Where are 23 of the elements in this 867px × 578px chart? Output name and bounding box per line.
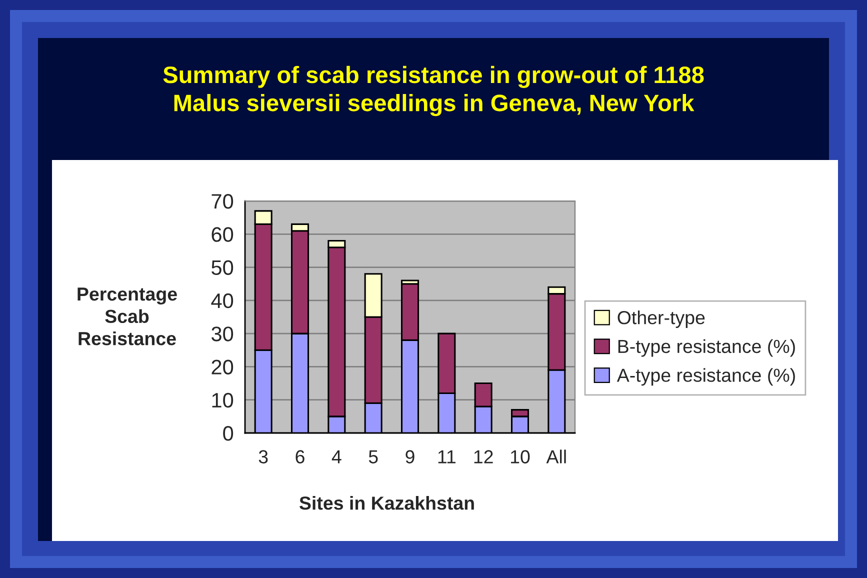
y-axis-title: Percentage Scab Resistance bbox=[78, 288, 177, 346]
x-tick-label: 3 bbox=[258, 450, 268, 464]
y-tick-label: 40 bbox=[211, 293, 234, 308]
x-tick-label: All bbox=[546, 450, 566, 464]
x-tick-label: 5 bbox=[368, 450, 378, 464]
y-tick-label: 30 bbox=[212, 326, 234, 342]
legend-label: Other-type bbox=[618, 310, 705, 328]
x-axis-title: Sites in Kazakhstan bbox=[299, 496, 474, 510]
y-tick-label: 60 bbox=[212, 227, 234, 242]
x-tick-label: 12 bbox=[474, 450, 493, 464]
legend-label: A-type resistance (%) bbox=[616, 368, 795, 386]
x-tick-label: 4 bbox=[332, 450, 342, 464]
y-tick-label: 20 bbox=[212, 360, 234, 374]
x-tick-label: 9 bbox=[406, 450, 414, 464]
legend-label: B-type resistance (%) bbox=[618, 339, 795, 357]
y-tick-label: 50 bbox=[212, 260, 234, 276]
x-tick-label: 6 bbox=[296, 450, 304, 464]
y-tick-label: 10 bbox=[212, 392, 234, 408]
y-tick-label: 70 bbox=[212, 194, 234, 209]
x-tick-label: 10 bbox=[511, 450, 530, 464]
chart-title: Summary of scab resistance in grow-out of 1188 Malus sieversii seedlings in Geneva, New York bbox=[163, 66, 704, 116]
y-tick-label: 0 bbox=[223, 426, 234, 441]
x-tick-label: 11 bbox=[438, 450, 456, 464]
